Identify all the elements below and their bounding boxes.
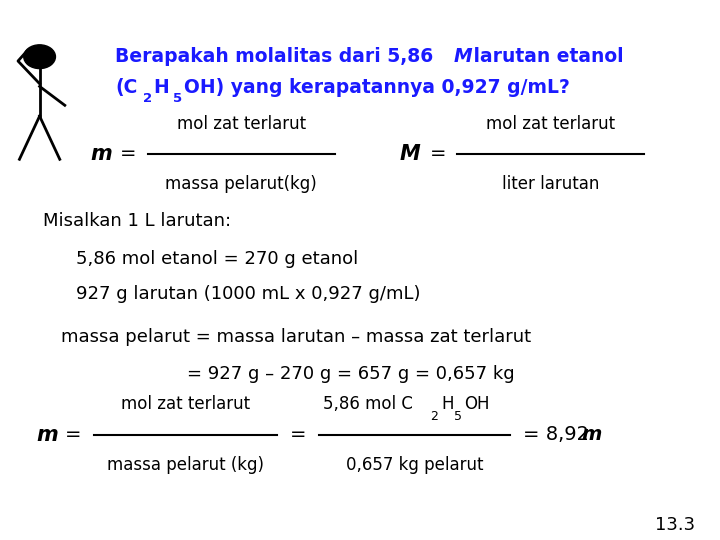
Text: mol zat terlarut: mol zat terlarut	[121, 395, 250, 414]
Text: Misalkan 1 L larutan:: Misalkan 1 L larutan:	[43, 212, 231, 231]
Text: 5: 5	[454, 410, 462, 423]
Text: massa pelarut (kg): massa pelarut (kg)	[107, 456, 264, 474]
Text: m: m	[582, 425, 602, 444]
Text: OH: OH	[464, 395, 489, 414]
Text: H: H	[153, 78, 169, 97]
Text: M: M	[454, 47, 472, 66]
Text: =: =	[65, 425, 81, 444]
Text: 13.3: 13.3	[654, 516, 695, 534]
Text: massa pelarut = massa larutan – massa zat terlarut: massa pelarut = massa larutan – massa za…	[61, 328, 531, 347]
Text: =: =	[290, 425, 307, 444]
Text: m: m	[36, 424, 58, 445]
Text: H: H	[441, 395, 454, 414]
Text: 2: 2	[143, 92, 152, 105]
Text: 0,657 kg pelarut: 0,657 kg pelarut	[346, 456, 483, 474]
Text: massa pelarut(kg): massa pelarut(kg)	[166, 175, 317, 193]
Text: liter larutan: liter larutan	[502, 175, 600, 193]
Circle shape	[24, 45, 55, 69]
Text: =: =	[120, 144, 137, 164]
Text: =: =	[430, 144, 446, 164]
Text: mol zat terlarut: mol zat terlarut	[486, 114, 616, 133]
Text: OH) yang kerapatannya 0,927 g/mL?: OH) yang kerapatannya 0,927 g/mL?	[184, 78, 570, 97]
Text: 927 g larutan (1000 mL x 0,927 g/mL): 927 g larutan (1000 mL x 0,927 g/mL)	[76, 285, 420, 303]
Text: m: m	[90, 144, 112, 164]
Text: M: M	[400, 144, 420, 164]
Text: (C: (C	[115, 78, 138, 97]
Text: 2: 2	[431, 410, 438, 423]
Text: = 927 g – 270 g = 657 g = 0,657 kg: = 927 g – 270 g = 657 g = 0,657 kg	[187, 365, 515, 383]
Text: 5,86 mol etanol = 270 g etanol: 5,86 mol etanol = 270 g etanol	[76, 250, 358, 268]
Text: 5,86 mol C: 5,86 mol C	[323, 395, 413, 414]
Text: = 8,92: = 8,92	[523, 425, 595, 444]
Text: Berapakah molalitas dari 5,86: Berapakah molalitas dari 5,86	[115, 47, 440, 66]
Text: mol zat terlarut: mol zat terlarut	[176, 114, 306, 133]
Text: 5: 5	[173, 92, 182, 105]
Text: larutan etanol: larutan etanol	[467, 47, 624, 66]
